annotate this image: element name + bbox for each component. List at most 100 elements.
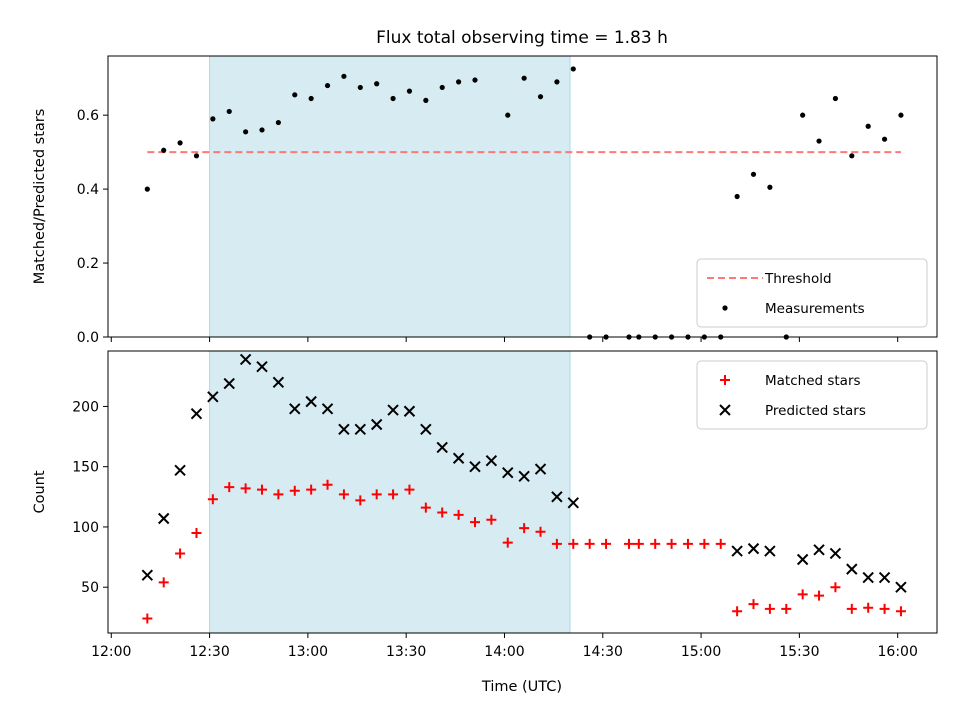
data-point (764, 545, 776, 557)
data-point (370, 418, 383, 431)
legend-swatch (722, 305, 728, 311)
data-point (223, 377, 235, 390)
x-tick-label: 13:00 (288, 644, 328, 660)
data-point (568, 538, 579, 549)
x-tick-label: 15:00 (681, 644, 721, 660)
data-point (781, 603, 792, 614)
y-tick-label: 0.4 (77, 182, 99, 198)
y-tick-label: 0.2 (77, 256, 99, 272)
shaded-window (209, 56, 571, 337)
x-tick-label: 16:00 (878, 644, 918, 660)
data-point (191, 527, 202, 538)
legend-box (696, 258, 928, 328)
data-point (289, 403, 301, 415)
data-point (177, 140, 183, 146)
data-point (436, 441, 448, 454)
data-point (623, 538, 634, 549)
x-tick-label: 15:30 (779, 644, 819, 660)
data-point (289, 485, 300, 496)
data-point (551, 538, 562, 549)
data-point (321, 403, 334, 415)
data-point (439, 84, 445, 91)
data-point (486, 514, 497, 525)
data-point (306, 484, 317, 495)
x-tick-label: 12:00 (91, 644, 131, 660)
data-point (272, 376, 285, 389)
data-point (518, 470, 530, 483)
data-point (633, 538, 644, 549)
data-point (388, 489, 399, 500)
data-point (554, 79, 560, 85)
legend-swatch (720, 375, 730, 385)
x-tick-label: 12:30 (189, 644, 229, 660)
data-point (878, 571, 891, 584)
data-point (846, 603, 857, 614)
data-point (305, 395, 317, 408)
data-point (354, 423, 367, 436)
data-point (570, 66, 576, 72)
data-point (456, 79, 462, 85)
data-point (338, 423, 350, 436)
data-point (404, 484, 415, 495)
data-point (862, 571, 874, 584)
data-point (830, 582, 841, 593)
y-tick-label: 150 (72, 460, 99, 476)
data-point (453, 509, 464, 520)
data-point (423, 97, 429, 103)
data-point (193, 153, 200, 159)
data-point (240, 483, 251, 494)
data-point (485, 454, 498, 467)
data-point (355, 495, 366, 506)
data-point (521, 75, 527, 81)
data-point (420, 423, 432, 436)
data-point (813, 544, 825, 556)
data-point (174, 464, 186, 477)
data-point (734, 193, 740, 200)
plot-frame (107, 350, 938, 634)
data-point (863, 602, 874, 613)
data-point (371, 489, 382, 500)
data-point (796, 553, 809, 566)
data-point (750, 171, 757, 177)
data-point (881, 136, 888, 142)
data-point (816, 138, 822, 144)
data-point (158, 577, 169, 588)
panel-1: 0.0 0.2 0.4 0.6 Matched/Predicted stars Thres… (32, 55, 938, 346)
y-tick-label: 50 (81, 580, 99, 596)
legend-box (696, 360, 928, 430)
data-point (190, 407, 203, 420)
data-point (898, 112, 904, 118)
data-point (747, 542, 760, 555)
data-point (341, 73, 347, 79)
y-tick-label: 0.6 (77, 108, 99, 124)
y-tick-label: 100 (72, 520, 99, 536)
data-point (537, 94, 544, 100)
data-point (243, 129, 249, 135)
data-point (800, 112, 806, 118)
data-point (292, 92, 298, 98)
data-point (601, 538, 612, 549)
y-axis-label: Count (32, 470, 48, 513)
series-predicted-stars (141, 353, 907, 593)
plot-frame (107, 55, 938, 338)
data-point (472, 77, 478, 83)
legend: Matched stars Predicted stars (696, 360, 928, 430)
data-point (551, 491, 563, 503)
data-point (797, 589, 808, 600)
data-point (157, 512, 170, 525)
chart-title: Flux total observing time = 1.83 h (376, 28, 668, 48)
data-point (226, 108, 232, 115)
data-point (175, 548, 186, 559)
y-tick-label: 200 (72, 399, 99, 415)
data-point (357, 84, 363, 91)
data-point (502, 467, 514, 479)
data-point (144, 186, 150, 192)
data-point (207, 391, 219, 403)
data-point (322, 479, 333, 490)
data-point (142, 613, 153, 624)
data-point (390, 95, 396, 102)
data-point (308, 95, 314, 102)
data-point (519, 523, 530, 534)
panel-2: 50 100 150 200 12:00 12:30 13:00 13:30 14:00 14:3… (32, 350, 938, 660)
legend-label: Measurements (765, 301, 865, 317)
